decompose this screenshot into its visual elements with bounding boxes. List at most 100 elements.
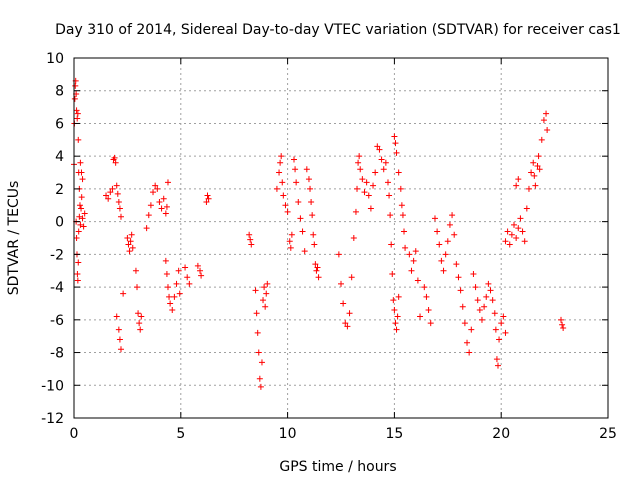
data-point [355,159,362,166]
y-tick-label: -2 [50,247,64,263]
data-point [393,326,400,333]
data-point [166,293,173,300]
data-point [438,257,445,264]
y-tick-label: -12 [41,411,64,427]
data-point [431,215,438,222]
data-point [391,133,398,140]
data-point [78,194,85,201]
data-point [74,115,81,122]
data-point [491,310,498,317]
data-point [182,264,189,271]
data-point [73,107,80,114]
data-point [292,166,299,173]
data-point [158,205,165,212]
data-point [314,264,321,271]
data-point [261,284,268,291]
data-point [124,235,131,241]
data-point [417,313,424,320]
data-point [530,159,537,166]
data-point [77,159,84,166]
data-point [260,297,267,304]
data-point [135,310,142,317]
data-point [442,251,449,258]
data-point [252,287,259,294]
data-point [399,212,406,219]
data-point [470,271,477,277]
data-point [361,189,368,196]
data-point [410,257,417,264]
data-point [246,231,253,238]
data-point [75,259,82,266]
data-point [451,231,458,238]
data-point [256,375,263,382]
data-point [398,202,405,209]
data-point [335,251,342,258]
data-point [156,199,163,205]
data-point [262,303,269,310]
data-point [354,185,361,192]
data-point [280,192,287,199]
data-point [425,307,432,313]
data-point [506,241,513,248]
data-point [74,277,81,284]
data-point [406,251,413,258]
data-point [263,290,270,297]
data-point [478,316,485,323]
data-point [487,287,494,294]
data-point [540,117,547,124]
data-point [73,235,80,241]
data-point [307,185,314,192]
data-point [197,267,204,274]
data-point [493,356,500,363]
data-point [203,199,210,205]
data-point [408,267,415,274]
data-point [502,329,509,336]
data-point [295,199,302,205]
data-point [348,274,355,281]
data-point [303,166,310,173]
data-point [134,284,141,291]
data-point [374,143,381,150]
data-point [297,215,304,222]
data-point [152,182,159,189]
data-point [132,267,139,274]
data-point [519,228,526,235]
data-point [78,169,85,176]
data-point [356,153,363,160]
data-point [423,293,430,300]
data-point [492,326,499,333]
x-tick-label: 20 [492,426,510,442]
data-point [127,238,134,245]
data-point [392,320,399,327]
data-point [143,225,150,232]
data-point [299,228,306,235]
data-point [453,261,460,268]
data-point [402,244,409,251]
data-point [370,182,377,189]
data-point [380,166,387,173]
data-point [284,208,291,215]
data-point [359,176,366,183]
data-point [521,238,528,245]
data-point [427,320,434,327]
data-point [513,182,520,189]
data-point [365,192,372,199]
data-point [544,127,551,133]
data-point [414,277,421,284]
data-point [310,231,317,238]
data-point [115,326,122,333]
data-point [150,189,157,196]
data-point [389,271,396,277]
data-point [276,169,283,176]
data-point [559,321,566,328]
data-point [77,221,84,228]
data-point [248,241,255,248]
data-point [387,212,394,219]
data-point [264,280,271,287]
data-point [204,192,211,199]
data-point [277,159,284,166]
data-point [75,136,82,143]
data-point [164,179,171,186]
